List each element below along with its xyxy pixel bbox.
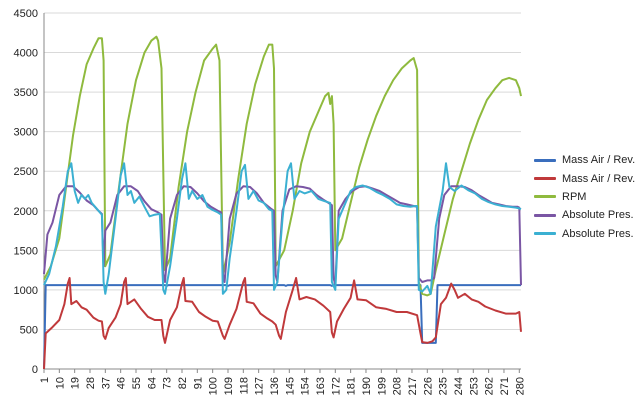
y-tick-label: 2500 (14, 166, 38, 178)
x-tick-label: 280 (514, 377, 526, 395)
gridlines (44, 12, 521, 330)
y-axis-tick-labels: 0 500 1000 1500 2000 2500 3000 3500 4000 4500 (14, 8, 38, 376)
y-tick-label: 1500 (14, 245, 38, 257)
legend-label: Mass Air / Rev. (562, 154, 636, 167)
y-tick-label: 0 (32, 364, 38, 376)
x-tick-label: 55 (131, 377, 143, 389)
x-tick-label: 136 (269, 377, 281, 395)
x-tick-label: 154 (300, 377, 312, 395)
x-tick-label: 199 (376, 377, 388, 395)
x-tick-label: 253 (468, 377, 480, 395)
x-tick-label: 73 (162, 377, 174, 389)
y-tick-label: 3000 (14, 127, 38, 139)
x-tick-label: 163 (315, 377, 327, 395)
legend-item: Mass Air / Rev. (534, 169, 638, 187)
y-tick-label: 2000 (14, 206, 38, 218)
x-tick-label: 10 (54, 377, 66, 389)
series-line-4 (43, 185, 522, 287)
x-tick-label: 100 (208, 377, 220, 395)
legend-item: Absolute Pres. (534, 225, 638, 243)
legend-label: Mass Air / Rev. (562, 172, 636, 185)
y-tick-label: 3500 (14, 87, 38, 99)
legend-item: RPM (534, 188, 638, 206)
series-line-3 (43, 35, 522, 297)
x-tick-label: 190 (361, 377, 373, 395)
legend-item: Mass Air / Rev. (534, 151, 638, 169)
legend-label: RPM (562, 190, 587, 203)
x-tick-label: 244 (453, 377, 465, 395)
x-tick-label: 127 (254, 377, 266, 395)
x-axis-tick-labels: 1 10 19 28 37 46 55 64 73 82 91 100 109 118 127 136 145 1… (39, 377, 526, 395)
x-tick-label: 46 (116, 377, 128, 389)
x-tick-label: 145 (284, 377, 296, 395)
x-tick-label: 235 (438, 377, 450, 395)
legend-swatch (534, 195, 556, 199)
legend-swatch (534, 213, 556, 217)
x-tick-label: 1 (39, 377, 51, 383)
x-tick-label: 172 (330, 377, 342, 395)
x-tick-label: 64 (146, 377, 158, 389)
x-tick-label: 91 (192, 377, 204, 389)
y-tick-label: 4000 (14, 48, 38, 60)
x-tick-label: 28 (85, 377, 97, 389)
y-tick-label: 500 (20, 324, 38, 336)
y-tick-label: 4500 (14, 8, 38, 20)
legend-label: Absolute Pres. (562, 227, 634, 240)
x-tick-label: 19 (70, 377, 82, 389)
x-tick-label: 226 (422, 377, 434, 395)
series-line-2 (43, 277, 522, 370)
legend-swatch (534, 232, 556, 236)
x-tick-label: 208 (392, 377, 404, 395)
x-tick-label: 82 (177, 377, 189, 389)
legend-swatch (534, 158, 556, 162)
x-tick-label: 181 (346, 377, 358, 395)
legend-item: Absolute Pres. (534, 206, 638, 224)
legend-swatch (534, 177, 556, 181)
axes (43, 13, 521, 373)
x-tick-label: 109 (223, 377, 235, 395)
x-tick-label: 118 (238, 377, 250, 395)
series-lines (43, 35, 522, 370)
x-tick-label: 37 (100, 377, 112, 389)
x-tick-label: 217 (407, 377, 419, 395)
legend-label: Absolute Pres. (562, 209, 634, 222)
x-tick-label: 271 (499, 377, 511, 395)
chart-legend: Mass Air / Rev. Mass Air / Rev. RPM Absolut… (534, 151, 638, 243)
x-tick-label: 262 (484, 377, 496, 395)
series-line-5 (43, 162, 522, 295)
y-tick-label: 1000 (14, 285, 38, 297)
